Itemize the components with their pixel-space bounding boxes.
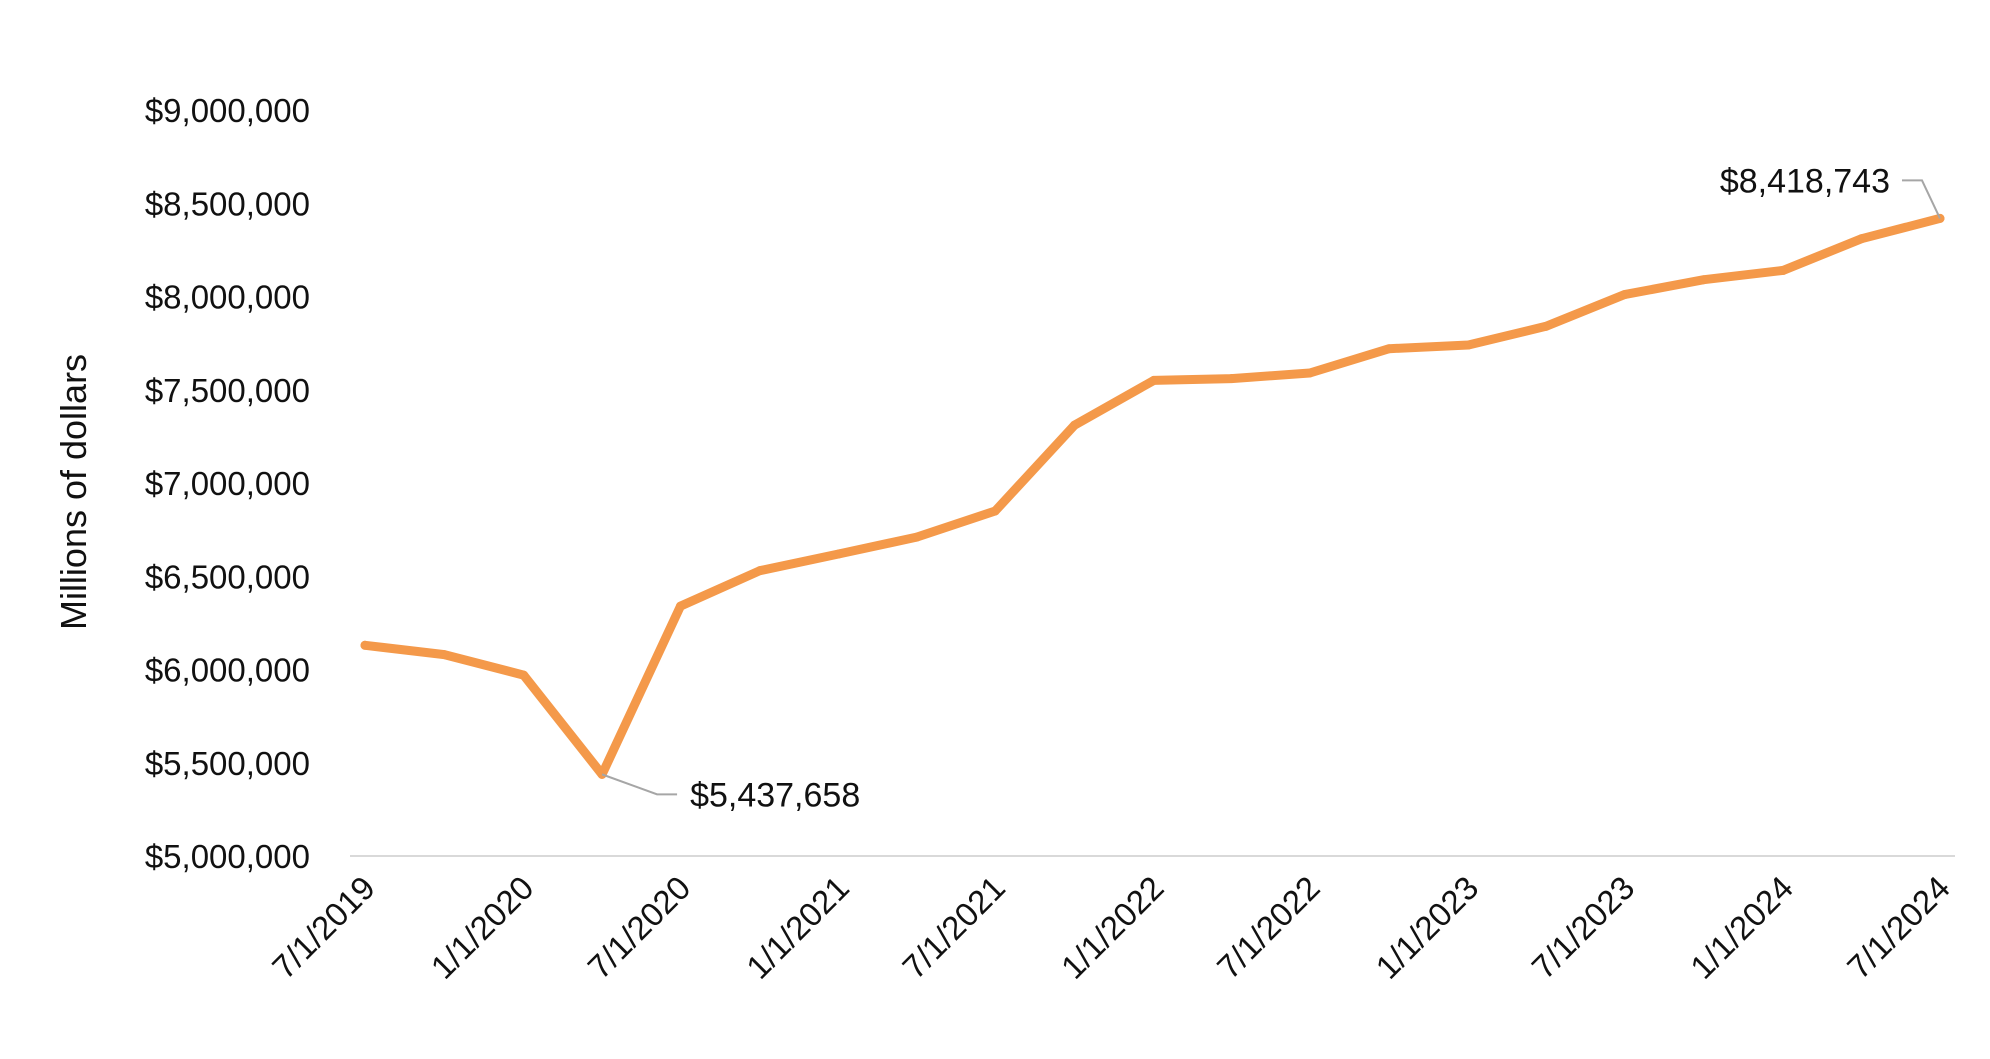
x-tick-label: 7/1/2021 [895,869,1012,986]
x-tick-label: 1/1/2021 [739,869,856,986]
data-annotations: $5,437,658 $8,418,743 [601,162,1941,814]
x-axis-ticks: 7/1/2019 1/1/2020 7/1/2020 1/1/2021 7/1/2021… [265,869,1957,986]
data-point [360,640,370,650]
x-tick-label: 1/1/2024 [1683,869,1800,986]
y-tick-label: $5,000,000 [145,838,310,875]
x-tick-label: 7/1/2023 [1524,869,1641,986]
x-tick-label: 1/1/2023 [1368,869,1485,986]
y-tick-label: $6,500,000 [145,558,310,595]
data-point [755,566,765,576]
x-tick-label: 7/1/2019 [265,869,382,986]
data-point [1149,375,1159,385]
annotation-leader-line [1902,179,1941,219]
x-tick-label: 7/1/2020 [580,869,697,986]
data-label: $8,418,743 [1720,162,1890,200]
data-point [1699,275,1709,285]
y-axis-title: Millions of dollars [53,354,94,630]
y-tick-label: $6,000,000 [145,652,310,689]
data-point [439,650,449,660]
data-point [912,532,922,542]
data-point [1857,234,1867,244]
data-point [1384,344,1394,354]
series-points [360,213,1945,779]
data-point [1778,265,1788,275]
data-point [990,506,1000,516]
y-tick-label: $5,500,000 [145,745,310,782]
data-point [1463,340,1473,350]
x-tick-label: 1/1/2022 [1054,869,1171,986]
x-tick-label: 7/1/2024 [1840,869,1957,986]
data-point [1541,321,1551,331]
data-point [1305,368,1315,378]
data-point [1226,374,1236,384]
data-label: $5,437,658 [690,776,860,814]
data-point [834,549,844,559]
y-tick-label: $8,500,000 [145,185,310,222]
data-point [676,601,686,611]
y-tick-label: $9,000,000 [145,92,310,129]
data-point [1069,420,1079,430]
data-point [519,670,529,680]
y-tick-label: $7,000,000 [145,465,310,502]
y-tick-label: $7,500,000 [145,372,310,409]
x-tick-label: 1/1/2020 [424,869,541,986]
annotation-leader-line [601,773,678,796]
x-tick-label: 7/1/2022 [1210,869,1327,986]
y-axis-ticks: $5,000,000 $5,500,000 $6,000,000 $6,500,000… [145,92,310,875]
series-line [360,213,1945,779]
data-point [1619,290,1629,300]
y-tick-label: $8,000,000 [145,279,310,316]
